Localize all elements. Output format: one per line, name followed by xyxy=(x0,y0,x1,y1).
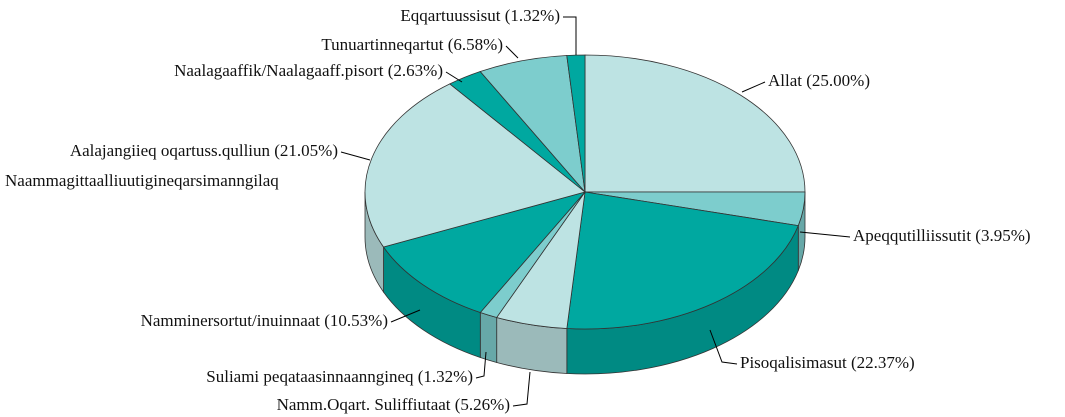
leader-line xyxy=(709,329,738,365)
leader-line xyxy=(445,71,463,83)
slice-label: Suliami peqataasinnaanngineq (1.32%) xyxy=(206,367,473,386)
leader-line xyxy=(563,16,577,55)
slice-label: Apeqqutilliissutit (3.95%) xyxy=(853,226,1031,245)
slice-label: Allat (25.00%) xyxy=(768,71,870,90)
slice xyxy=(566,191,799,330)
labels: Allat (25.00%) Apeqqutilliissutit (3.95%)… xyxy=(70,6,1031,414)
slice-label: Naalagaaffik/Naalagaaff.pisort (2.63%) xyxy=(174,61,443,80)
slice-label: Namm.Oqart. Suliffiutaat (5.26%) xyxy=(277,395,510,414)
leader-line xyxy=(512,371,531,407)
slice-label: Eqqartuussisut (1.32%) xyxy=(400,6,560,25)
slice-label: Aalajangiieq oqartuss.qulliun (21.05%) xyxy=(70,141,338,160)
slice xyxy=(382,191,587,313)
leader-line xyxy=(505,45,519,59)
pie-tops xyxy=(364,54,806,330)
leader-line xyxy=(340,151,371,161)
slice xyxy=(584,54,806,193)
leader-line xyxy=(741,81,766,93)
slice xyxy=(364,83,586,248)
leader-line xyxy=(390,309,421,323)
slice xyxy=(566,54,586,193)
slice-label: Tunuartinneqartut (6.58%) xyxy=(321,35,503,54)
leader-line xyxy=(799,231,851,238)
annotation: Naammagittaalliuutigineqarsimanngilaq xyxy=(5,171,279,190)
slice-label: Pisoqalisimasut (22.37%) xyxy=(740,353,915,372)
slice-side xyxy=(479,311,498,364)
slice-label: Namminersortut/inuinnaat (10.53%) xyxy=(141,311,388,330)
pie-sides xyxy=(364,191,806,375)
leader-line xyxy=(475,351,487,379)
